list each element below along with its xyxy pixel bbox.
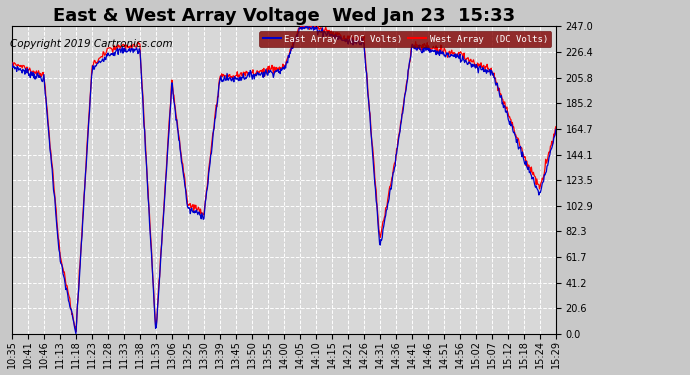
Title: East & West Array Voltage  Wed Jan 23  15:33: East & West Array Voltage Wed Jan 23 15:…	[53, 7, 515, 25]
Text: Copyright 2019 Cartronics.com: Copyright 2019 Cartronics.com	[10, 39, 173, 50]
Legend: East Array  (DC Volts), West Array  (DC Volts): East Array (DC Volts), West Array (DC Vo…	[259, 31, 551, 47]
